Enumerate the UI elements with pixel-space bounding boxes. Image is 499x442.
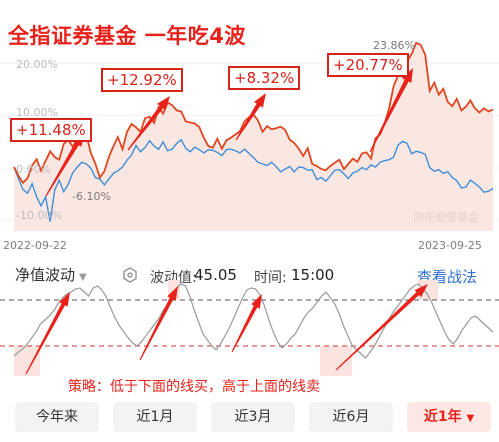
- trend-arrow: [369, 68, 413, 153]
- indicator-selector-label: 净值波动: [15, 266, 76, 284]
- gain-label-2: +12.92%: [101, 68, 183, 92]
- fund-area-fill: [14, 42, 493, 231]
- y-tick-10: 10.00%: [16, 106, 58, 119]
- trend-arrows: [45, 68, 413, 197]
- headline: 全指证券基金 一年吃4波: [8, 24, 246, 48]
- oscillator-arrow: [139, 286, 178, 361]
- trend-arrow: [45, 132, 84, 197]
- sell-zone: [418, 280, 438, 300]
- performance-chart: [0, 41, 499, 231]
- tab-1y-label: 近1年: [423, 409, 462, 425]
- period-tabs: 今年来 近1月 近3月 近6月 近1年 ▼: [0, 400, 499, 442]
- y-tick-20: 20.00%: [16, 58, 58, 71]
- chevron-down-icon: ▼: [79, 272, 87, 283]
- oscillator-arrow: [25, 292, 70, 375]
- oscillator-arrow: [335, 284, 428, 371]
- indicator-selector[interactable]: 净值波动 ▼: [15, 264, 87, 285]
- strategy-note: 策略：低于下面的线买，高于上面的线卖: [68, 379, 320, 395]
- tab-1y[interactable]: 近1年 ▼: [407, 402, 491, 432]
- time-label: 时间:: [254, 270, 287, 286]
- oscillator-arrows: [25, 284, 428, 375]
- gain-label-4: +20.77%: [327, 53, 409, 77]
- date-end: 2023-09-25: [418, 239, 482, 252]
- wave-value: 45.05: [194, 266, 237, 284]
- oscillator-line: [13, 283, 494, 359]
- watermark: 同花顺爱基金: [413, 211, 479, 224]
- gain-label-3: +8.32%: [228, 66, 301, 90]
- volatility-oscillator: [0, 280, 499, 376]
- tab-3m[interactable]: 近3月: [211, 402, 295, 432]
- hexagon-settings-icon[interactable]: [122, 267, 138, 283]
- date-start: 2022-09-22: [3, 239, 67, 252]
- tab-6m[interactable]: 近6月: [309, 402, 393, 432]
- trend-arrow: [127, 96, 170, 151]
- tab-1m[interactable]: 近1月: [113, 402, 197, 432]
- oscillator-arrow: [231, 294, 262, 353]
- trough-label: -6.10%: [72, 190, 111, 203]
- index-line: [13, 138, 494, 222]
- trend-arrow: [235, 93, 266, 141]
- wave-value-label: 波动值:: [150, 270, 197, 286]
- tab-ytd[interactable]: 今年来: [15, 402, 99, 432]
- peak-label: 23.86%: [373, 39, 415, 52]
- y-tick-minus-10: -10.00%: [16, 209, 62, 222]
- time-value: 15:00: [291, 266, 335, 284]
- buy-zone: [320, 346, 352, 376]
- oscillator-zones: [14, 280, 438, 376]
- y-tick-0: 0.00%: [16, 163, 51, 176]
- gain-label-1: +11.48%: [10, 118, 92, 142]
- chevron-down-icon: ▼: [466, 413, 475, 424]
